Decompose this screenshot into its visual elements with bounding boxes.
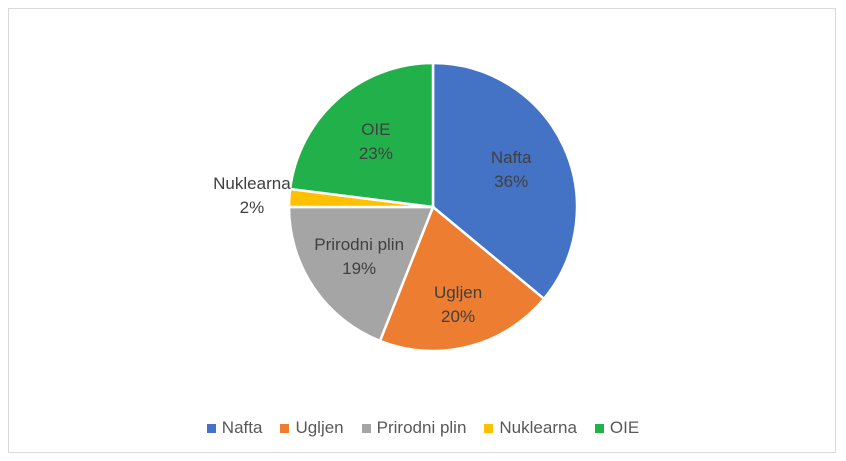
- label-category: Ugljen: [433, 282, 483, 302]
- legend-label: Prirodni plin: [376, 418, 467, 437]
- label-category: Nafta: [490, 148, 532, 168]
- pie-slice: [431, 61, 579, 301]
- chart-border: [8, 8, 836, 453]
- legend: Nafta Ugljen Prirodni plin Nuklearna OIE: [0, 418, 846, 438]
- legend-item: Nuklearna: [484, 418, 577, 438]
- label-category: Nuklearna: [213, 173, 291, 193]
- legend-item: Nafta: [206, 418, 263, 438]
- legend-swatch: [280, 423, 290, 433]
- pie-slice: [287, 205, 435, 343]
- label-category: OIE: [361, 120, 391, 140]
- legend-label: OIE: [609, 418, 640, 437]
- legend-swatch: [361, 423, 371, 433]
- label-value: 19%: [342, 259, 377, 279]
- label-category: Prirodni plin: [314, 235, 405, 255]
- label-value: 20%: [441, 306, 476, 326]
- label-value: 36%: [494, 172, 529, 192]
- label-value: 23%: [358, 144, 393, 164]
- data-label: Ugljen 20%: [403, 281, 513, 329]
- pie-slice: [288, 61, 435, 209]
- legend-label: Ugljen: [295, 418, 344, 437]
- legend-label: Nafta: [221, 418, 263, 437]
- legend-label: Nuklearna: [499, 418, 577, 437]
- data-label: Nafta 36%: [456, 146, 566, 194]
- legend-item: Ugljen: [280, 418, 344, 438]
- legend-item: Prirodni plin: [361, 418, 467, 438]
- legend-item: OIE: [594, 418, 640, 438]
- pie-slice: [378, 204, 546, 353]
- data-label: OIE 23%: [321, 118, 431, 166]
- legend-swatch: [206, 423, 216, 433]
- label-value: 2%: [239, 197, 265, 217]
- data-label: Prirodni plin 19%: [304, 233, 414, 281]
- legend-swatch: [594, 423, 604, 433]
- data-label: Nuklearna 2%: [197, 172, 307, 220]
- legend-swatch: [484, 423, 494, 433]
